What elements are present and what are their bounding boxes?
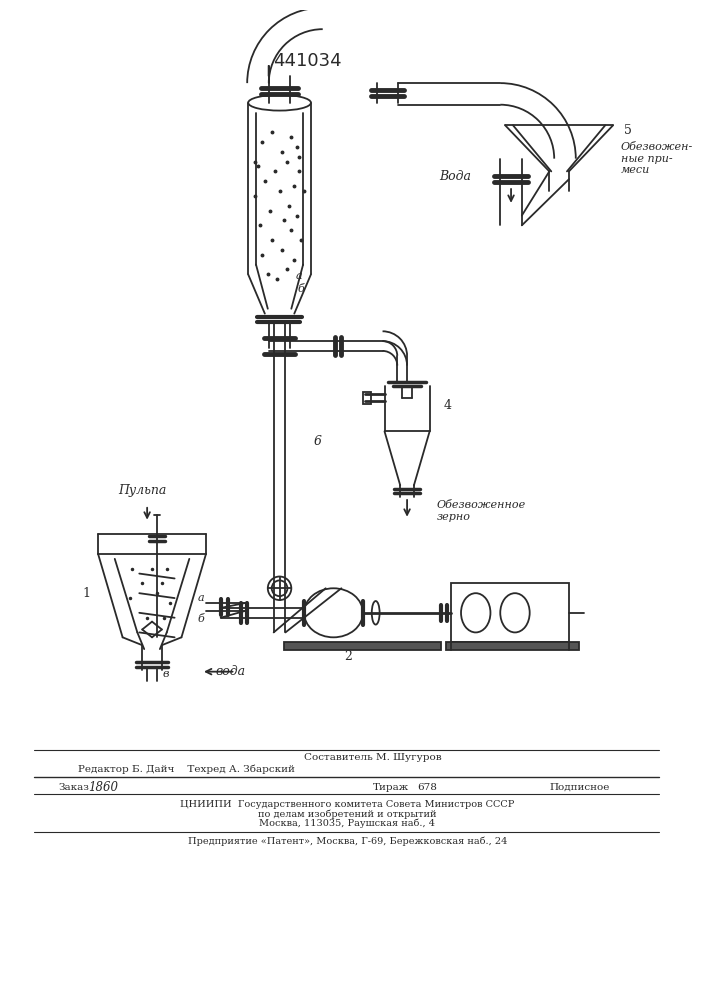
Text: Тираж: Тираж <box>373 783 409 792</box>
Text: б: б <box>198 614 204 624</box>
Text: Заказ: Заказ <box>59 783 90 792</box>
Text: Составитель М. Шугуров: Составитель М. Шугуров <box>304 753 442 762</box>
Ellipse shape <box>501 593 530 632</box>
Text: Предприятие «Патент», Москва, Г-69, Бережковская наб., 24: Предприятие «Патент», Москва, Г-69, Бере… <box>187 837 507 846</box>
Text: 1: 1 <box>82 587 90 600</box>
Text: Вода: Вода <box>439 170 471 183</box>
Text: 1860: 1860 <box>88 781 118 794</box>
Text: а: а <box>296 271 303 281</box>
Text: 5: 5 <box>624 124 632 137</box>
Text: вода: вода <box>216 665 246 678</box>
Ellipse shape <box>372 601 380 625</box>
Text: 441034: 441034 <box>273 52 341 70</box>
Text: 4: 4 <box>443 399 451 412</box>
Bar <box>446 642 579 650</box>
Text: ЦНИИПИ  Государственного комитета Совета Министров СССР: ЦНИИПИ Государственного комитета Совета … <box>180 800 515 809</box>
Text: Москва, 113035, Раушская наб., 4: Москва, 113035, Раушская наб., 4 <box>259 819 436 828</box>
Ellipse shape <box>461 593 491 632</box>
Ellipse shape <box>304 588 363 637</box>
Text: 678: 678 <box>417 783 437 792</box>
Text: по делам изобретений и открытий: по делам изобретений и открытий <box>258 809 436 819</box>
Ellipse shape <box>268 577 291 600</box>
Text: Подписное: Подписное <box>549 783 609 792</box>
Text: Обезвожен-: Обезвожен- <box>621 142 693 152</box>
Text: Пульпа: Пульпа <box>118 484 166 497</box>
Bar <box>451 583 569 642</box>
Ellipse shape <box>271 580 288 596</box>
Bar <box>284 642 441 650</box>
Text: б: б <box>298 284 305 294</box>
Bar <box>363 392 370 404</box>
Text: 2: 2 <box>344 650 352 663</box>
Text: а: а <box>198 593 204 603</box>
Text: меси: меси <box>621 165 650 175</box>
Text: Обезвоженное: Обезвоженное <box>436 500 526 510</box>
Text: 6: 6 <box>314 435 322 448</box>
Ellipse shape <box>248 95 311 111</box>
Text: ные при-: ные при- <box>621 154 672 164</box>
Text: в: в <box>163 669 169 679</box>
Text: зерно: зерно <box>436 512 470 522</box>
Text: Редактор Б. Дайч    Техред А. Збарский: Редактор Б. Дайч Техред А. Збарский <box>78 765 296 774</box>
